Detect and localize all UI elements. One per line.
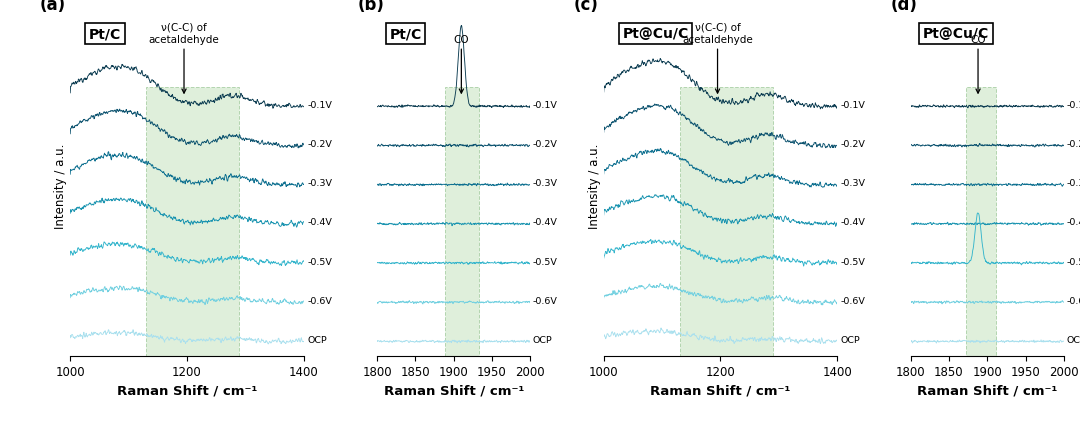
Text: -0.1V: -0.1V (532, 101, 557, 109)
Bar (966, 87, 997, 356)
Text: (c): (c) (573, 0, 598, 14)
Text: -0.6V: -0.6V (840, 296, 865, 305)
Text: (b): (b) (357, 0, 384, 14)
Y-axis label: Intensity / a.u.: Intensity / a.u. (588, 144, 600, 229)
Text: -0.2V: -0.2V (532, 140, 557, 149)
Text: CO: CO (454, 35, 469, 94)
Text: -0.3V: -0.3V (307, 179, 333, 188)
Text: (a): (a) (40, 0, 66, 14)
Bar (445, 87, 478, 356)
Text: -0.2V: -0.2V (1066, 140, 1080, 149)
Text: (d): (d) (891, 0, 918, 14)
Text: -0.3V: -0.3V (840, 179, 866, 188)
Text: OCP: OCP (532, 335, 552, 344)
Y-axis label: Intensity / a.u.: Intensity / a.u. (54, 144, 67, 229)
X-axis label: Raman Shift / cm⁻¹: Raman Shift / cm⁻¹ (650, 384, 791, 397)
Text: -0.3V: -0.3V (1066, 179, 1080, 188)
Text: -0.1V: -0.1V (840, 101, 865, 109)
Text: -0.3V: -0.3V (532, 179, 557, 188)
Text: -0.5V: -0.5V (307, 257, 332, 266)
Text: -0.4V: -0.4V (1066, 218, 1080, 227)
X-axis label: Raman Shift / cm⁻¹: Raman Shift / cm⁻¹ (117, 384, 257, 397)
Text: Pt@Cu/C: Pt@Cu/C (923, 27, 989, 41)
Text: -0.1V: -0.1V (1066, 101, 1080, 109)
Text: OCP: OCP (307, 335, 327, 344)
Text: -0.4V: -0.4V (307, 218, 332, 227)
Text: -0.1V: -0.1V (307, 101, 332, 109)
Text: OCP: OCP (1066, 335, 1080, 344)
Text: CO: CO (970, 35, 986, 94)
Text: -0.2V: -0.2V (307, 140, 332, 149)
Text: -0.2V: -0.2V (840, 140, 865, 149)
Text: -0.6V: -0.6V (307, 296, 332, 305)
Text: -0.4V: -0.4V (840, 218, 865, 227)
Text: OCP: OCP (840, 335, 861, 344)
Text: Pt/C: Pt/C (89, 27, 121, 41)
Bar (679, 87, 773, 356)
Text: -0.4V: -0.4V (532, 218, 557, 227)
Bar (146, 87, 240, 356)
Text: -0.5V: -0.5V (532, 257, 557, 266)
Text: -0.5V: -0.5V (840, 257, 865, 266)
X-axis label: Raman Shift / cm⁻¹: Raman Shift / cm⁻¹ (917, 384, 1057, 397)
Text: -0.6V: -0.6V (532, 296, 557, 305)
Text: -0.6V: -0.6V (1066, 296, 1080, 305)
Text: -0.5V: -0.5V (1066, 257, 1080, 266)
Text: ν(C-C) of
acetaldehyde: ν(C-C) of acetaldehyde (683, 23, 753, 94)
Text: Pt@Cu/C: Pt@Cu/C (622, 27, 689, 41)
Text: Pt/C: Pt/C (390, 27, 421, 41)
Text: ν(C-C) of
acetaldehyde: ν(C-C) of acetaldehyde (149, 23, 219, 94)
X-axis label: Raman Shift / cm⁻¹: Raman Shift / cm⁻¹ (383, 384, 524, 397)
